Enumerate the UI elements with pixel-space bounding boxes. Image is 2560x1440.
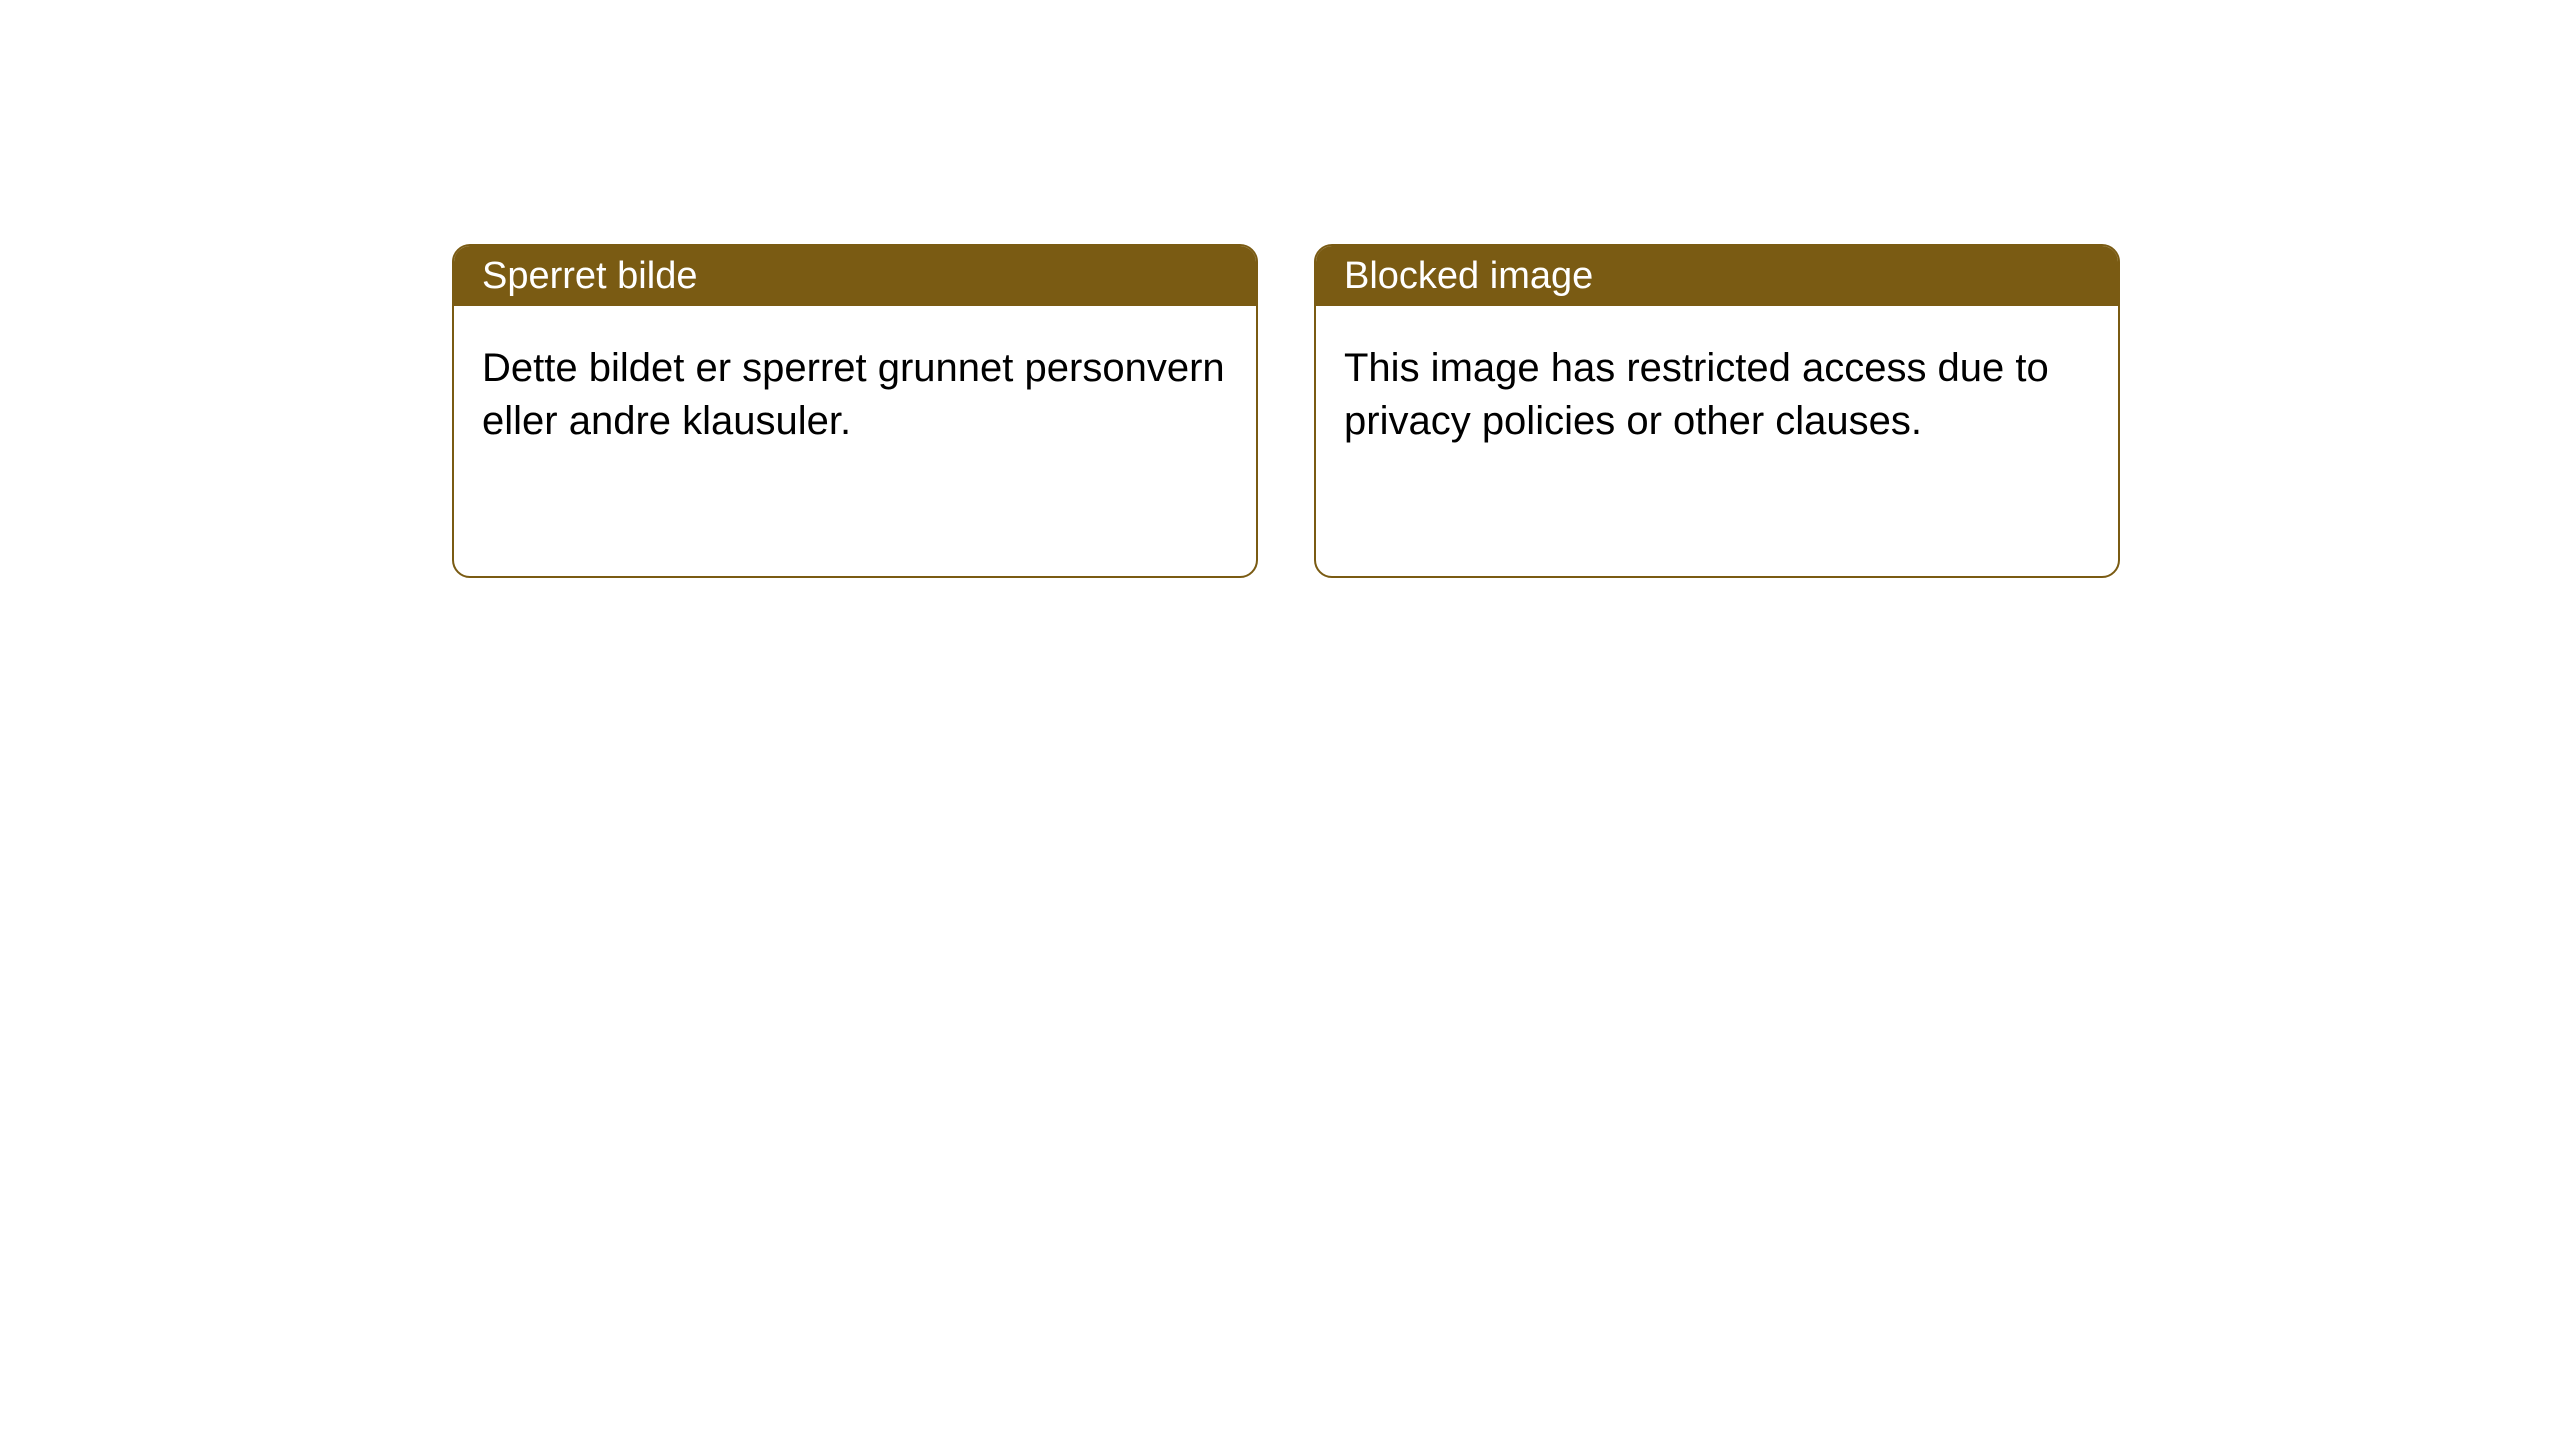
card-title: Sperret bilde xyxy=(482,255,697,298)
card-body-text: This image has restricted access due to … xyxy=(1344,346,2049,443)
card-body-text: Dette bildet er sperret grunnet personve… xyxy=(482,346,1225,443)
notice-card-norwegian: Sperret bilde Dette bildet er sperret gr… xyxy=(452,244,1258,578)
card-header: Sperret bilde xyxy=(454,246,1256,306)
notice-container: Sperret bilde Dette bildet er sperret gr… xyxy=(0,0,2560,578)
card-body: This image has restricted access due to … xyxy=(1316,306,2118,484)
card-header: Blocked image xyxy=(1316,246,2118,306)
card-body: Dette bildet er sperret grunnet personve… xyxy=(454,306,1256,484)
card-title: Blocked image xyxy=(1344,255,1593,298)
notice-card-english: Blocked image This image has restricted … xyxy=(1314,244,2120,578)
